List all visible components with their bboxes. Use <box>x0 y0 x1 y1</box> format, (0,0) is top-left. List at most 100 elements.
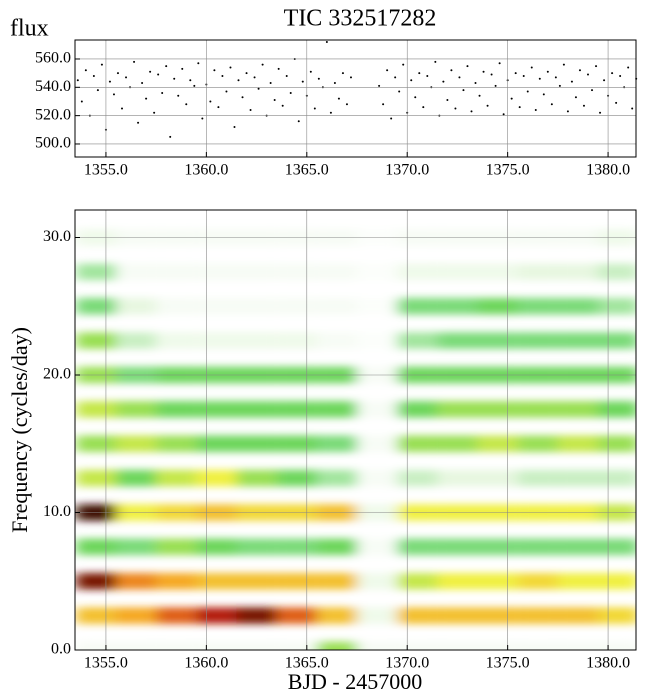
heatmap-cell <box>477 641 518 650</box>
heatmap-cell <box>397 332 438 349</box>
data-point <box>197 62 200 65</box>
data-point <box>574 96 577 99</box>
heatmap-cell <box>115 607 157 624</box>
heatmap-cell <box>437 298 478 315</box>
heatmap-cell <box>75 641 116 650</box>
heatmap-cell <box>517 332 558 349</box>
data-point <box>329 111 332 114</box>
heatmap-cell <box>477 607 518 624</box>
data-point <box>510 97 513 100</box>
data-point <box>261 63 264 66</box>
heatmap-cell <box>517 401 558 418</box>
heatmap-cell <box>276 607 317 624</box>
data-point <box>173 77 176 80</box>
data-point <box>84 69 87 72</box>
data-point <box>121 107 124 110</box>
heatmap-cell <box>357 538 398 556</box>
data-point <box>185 103 188 106</box>
heatmap-cell <box>357 435 398 452</box>
data-point <box>217 106 220 109</box>
plot-frame <box>74 209 637 651</box>
heatmap-cell <box>236 641 277 650</box>
heatmap-cell <box>75 332 116 349</box>
heatmap-cell <box>477 435 518 452</box>
heatmap-cell <box>276 641 317 650</box>
heatmap-cell <box>437 332 478 349</box>
heatmap-cell <box>477 401 518 418</box>
heatmap-cell <box>75 298 116 315</box>
data-point <box>269 82 272 85</box>
heatmap-cell <box>75 401 116 418</box>
heatmap-cell <box>357 401 398 418</box>
data-point <box>341 72 344 75</box>
x-tick-label: 1380.0 <box>586 655 630 672</box>
heatmap-cell <box>557 263 599 281</box>
y-tick-label: 560.0 <box>35 50 71 67</box>
data-point <box>434 60 437 63</box>
data-point <box>410 79 413 82</box>
x-tick-label: 1360.0 <box>184 655 228 672</box>
heatmap-cell <box>557 641 599 650</box>
heatmap-cell <box>316 298 358 315</box>
data-point <box>398 90 401 93</box>
data-point <box>349 76 352 79</box>
data-point <box>414 96 417 99</box>
data-point <box>611 72 614 75</box>
heatmap-cell <box>115 538 157 556</box>
y-tick-label: 10.0 <box>43 503 71 520</box>
heatmap-cell <box>316 263 358 281</box>
data-point <box>137 121 140 124</box>
y-tick-label: 20.0 <box>43 366 71 383</box>
heatmap-cell <box>276 435 317 452</box>
heatmap-cell <box>557 573 599 590</box>
heatmap-cell <box>557 298 599 315</box>
heatmap-cell <box>196 538 237 556</box>
heatmap-cell <box>196 263 237 281</box>
heatmap-cell <box>437 263 478 281</box>
data-point <box>229 66 232 69</box>
heatmap-cell <box>357 641 398 650</box>
heatmap-cell <box>437 538 478 556</box>
heatmap-cell <box>397 401 438 418</box>
heatmap-cell <box>276 401 317 418</box>
data-point <box>558 84 561 87</box>
heatmap-cell <box>397 538 438 556</box>
data-point <box>442 80 445 83</box>
data-point <box>418 72 421 75</box>
data-point <box>482 70 485 73</box>
data-point <box>550 103 553 106</box>
heatmap-cell <box>156 607 197 624</box>
data-point <box>141 82 144 85</box>
heatmap-cell <box>477 263 518 281</box>
data-point <box>193 84 196 87</box>
data-point <box>92 74 95 77</box>
heatmap-cell <box>156 641 197 650</box>
heatmap-cell <box>276 573 317 590</box>
data-point <box>289 91 292 94</box>
data-point <box>466 65 469 68</box>
data-point <box>273 99 276 102</box>
heatmap-cell <box>397 573 438 590</box>
heatmap-cell <box>196 435 237 452</box>
heatmap-cell <box>196 401 237 418</box>
data-point <box>498 62 501 65</box>
y-axis-label: Frequency (cycles/day) <box>7 327 32 533</box>
data-point <box>325 40 328 43</box>
heatmap-cell <box>316 573 358 590</box>
heatmap-cell <box>357 263 398 281</box>
data-point <box>522 74 525 77</box>
data-point <box>486 104 489 107</box>
heatmap-cell <box>598 607 636 624</box>
data-point <box>221 74 224 77</box>
y-tick-label: 30.0 <box>43 228 71 245</box>
data-point <box>297 120 300 123</box>
data-point <box>253 76 256 79</box>
x-tick-label: 1380.0 <box>586 162 630 179</box>
data-point <box>189 79 192 82</box>
data-point <box>378 84 381 87</box>
data-point <box>494 84 497 87</box>
heatmap-cell <box>196 332 237 349</box>
heatmap-cell <box>75 607 116 624</box>
